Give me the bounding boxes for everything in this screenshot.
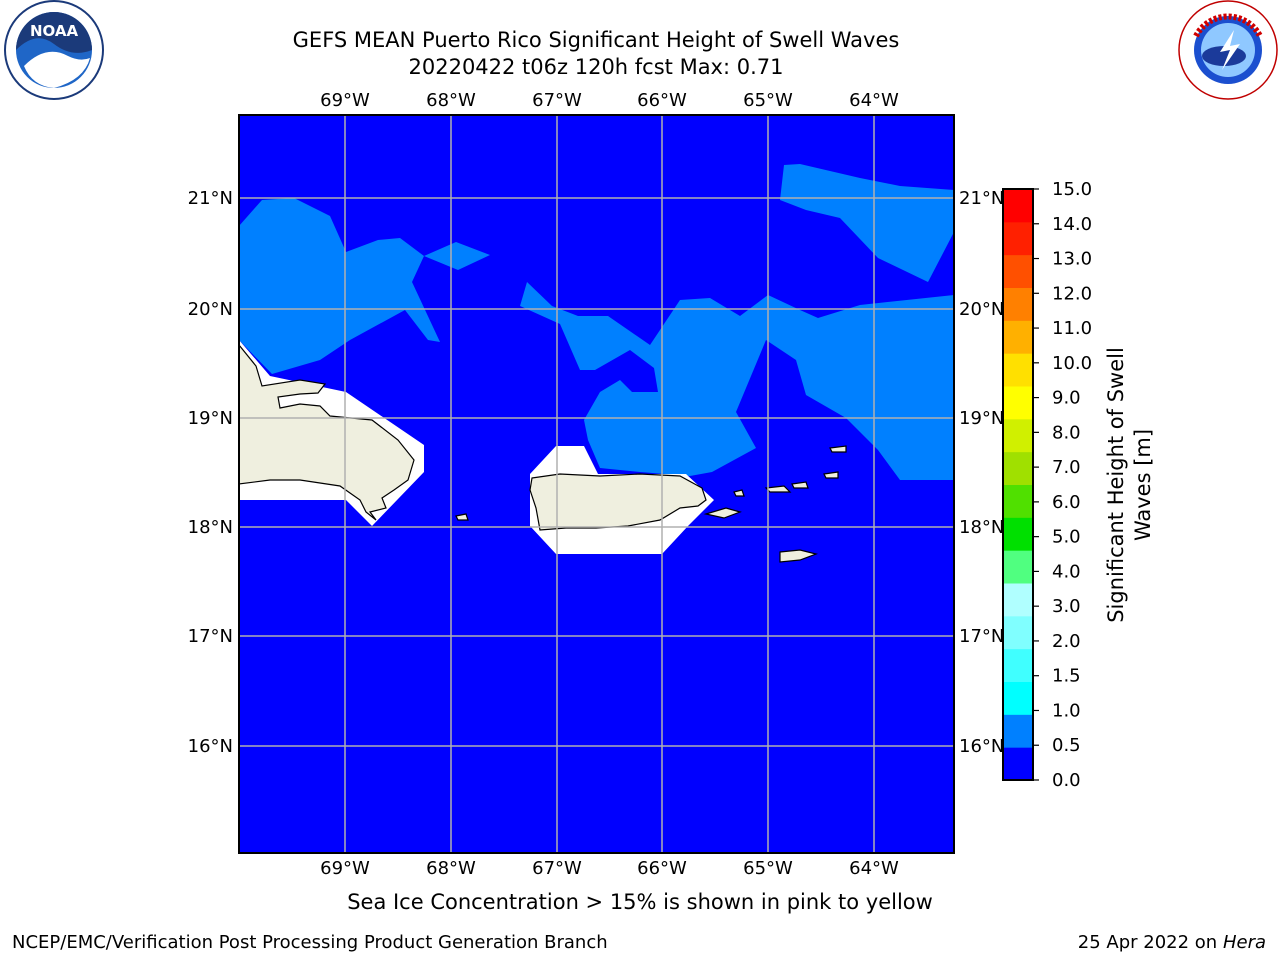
colorbar-segment — [1003, 386, 1033, 420]
lat-label-left: 16°N — [188, 736, 233, 757]
colorbar-tick-label: 4.0 — [1052, 561, 1081, 582]
colorbar — [1002, 188, 1034, 781]
colorbar-tick-label: 1.5 — [1052, 666, 1081, 687]
lat-label-left: 19°N — [188, 408, 233, 429]
lon-label-bottom: 64°W — [849, 858, 899, 879]
colorbar-tick-label: 15.0 — [1052, 179, 1092, 200]
colorbar-segment — [1003, 451, 1033, 485]
footer-date: 25 Apr 2022 on Hera — [1078, 932, 1266, 953]
colorbar-label-line2: Waves [m] — [1131, 429, 1155, 541]
chart-title: GEFS MEAN Puerto Rico Significant Height… — [292, 28, 900, 52]
colorbar-tick-label: 0.0 — [1052, 770, 1081, 791]
colorbar-tick-label: 11.0 — [1052, 318, 1092, 339]
colorbar-tick-label: 1.0 — [1052, 700, 1081, 721]
culebra-island — [733, 489, 745, 497]
noaa-logo: NOAA — [4, 0, 104, 100]
vieques-island — [703, 507, 742, 519]
colorbar-tick-label: 9.0 — [1052, 388, 1081, 409]
lon-label-top: 67°W — [532, 90, 582, 111]
colorbar-segment — [1003, 484, 1033, 518]
footer-branch: NCEP/EMC/Verification Post Processing Pr… — [12, 932, 608, 953]
colorbar-tick-label: 2.0 — [1052, 631, 1081, 652]
footer-date-text: 25 Apr 2022 on — [1077, 932, 1223, 953]
colorbar-tick-label: 12.0 — [1052, 283, 1092, 304]
colorbar-segment — [1003, 189, 1033, 223]
colorbar-tick-label: 6.0 — [1052, 492, 1081, 513]
lon-label-bottom: 68°W — [426, 858, 476, 879]
colorbar-segment — [1003, 583, 1033, 617]
lat-label-right: 19°N — [959, 408, 1004, 429]
lat-label-right: 17°N — [959, 626, 1004, 647]
lat-label-right: 18°N — [959, 517, 1004, 538]
colorbar-segment — [1003, 517, 1033, 551]
lon-label-bottom: 67°W — [532, 858, 582, 879]
footer-machine: Hera — [1222, 932, 1266, 953]
colorbar-tick-label: 14.0 — [1052, 214, 1092, 235]
lat-label-left: 20°N — [188, 299, 233, 320]
colorbar-segment — [1003, 681, 1033, 715]
colorbar-segment — [1003, 747, 1033, 781]
colorbar-segment — [1003, 287, 1033, 321]
st-croix-island — [779, 549, 819, 563]
lon-label-top: 64°W — [849, 90, 899, 111]
gridlines — [239, 115, 954, 853]
lon-label-top: 68°W — [426, 90, 476, 111]
hispaniola-land — [238, 343, 415, 521]
st-martin-island — [823, 471, 839, 479]
svg-text:NOAA: NOAA — [30, 22, 79, 40]
lat-label-right: 20°N — [959, 299, 1004, 320]
map-frame — [238, 114, 955, 854]
lat-label-left: 17°N — [188, 626, 233, 647]
colorbar-tick-label: 5.0 — [1052, 527, 1081, 548]
lon-label-bottom: 65°W — [743, 858, 793, 879]
anguilla-island — [829, 445, 847, 453]
colorbar-segment — [1003, 320, 1033, 354]
colorbar-ticks: 0.0 0.5 1.0 1.5 2.0 3.0 4.0 5.0 6.0 7.0 8.0 9.0 10.0… — [1033, 179, 1092, 791]
colorbar-segment — [1003, 221, 1033, 256]
swell-region-central-east — [520, 282, 954, 480]
chart-subtitle: 20220422 t06z 120h fcst Max: 0.71 — [408, 55, 784, 79]
colorbar-segment — [1003, 615, 1033, 650]
sea-ice-note: Sea Ice Concentration > 15% is shown in … — [347, 890, 933, 914]
colorbar-segment — [1003, 648, 1033, 682]
lon-label-bottom: 69°W — [320, 858, 370, 879]
colorbar-frame — [1002, 188, 1034, 781]
colorbar-segment — [1003, 418, 1033, 453]
colorbar-segment — [1003, 353, 1033, 387]
swell-region-north-patch — [424, 242, 490, 270]
swell-region-northwest — [239, 198, 440, 374]
colorbar-label-line1: Significant Height of Swell — [1104, 347, 1128, 623]
colorbar-segment — [1003, 254, 1033, 288]
lat-label-left: 21°N — [188, 188, 233, 209]
lon-label-top: 65°W — [743, 90, 793, 111]
nws-logo — [1178, 0, 1278, 100]
tortola-island — [791, 481, 809, 489]
lon-label-bottom: 66°W — [637, 858, 687, 879]
lon-label-top: 69°W — [320, 90, 370, 111]
mona-island — [455, 513, 469, 521]
lat-label-right: 16°N — [959, 736, 1004, 757]
colorbar-segment — [1003, 714, 1033, 748]
colorbar-tick-label: 3.0 — [1052, 596, 1081, 617]
swell-contour-0.5 — [239, 164, 954, 480]
colorbar-tick-label: 0.5 — [1052, 735, 1081, 756]
lon-label-top: 66°W — [637, 90, 687, 111]
colorbar-tick-label: 13.0 — [1052, 249, 1092, 270]
colorbar-tick-label: 7.0 — [1052, 457, 1081, 478]
colorbar-segment — [1003, 550, 1033, 584]
colorbar-tick-label: 10.0 — [1052, 353, 1092, 374]
swell-region-northeast — [780, 164, 954, 282]
lat-label-right: 21°N — [959, 188, 1004, 209]
lat-label-left: 18°N — [188, 517, 233, 538]
colorbar-tick-label: 8.0 — [1052, 422, 1081, 443]
